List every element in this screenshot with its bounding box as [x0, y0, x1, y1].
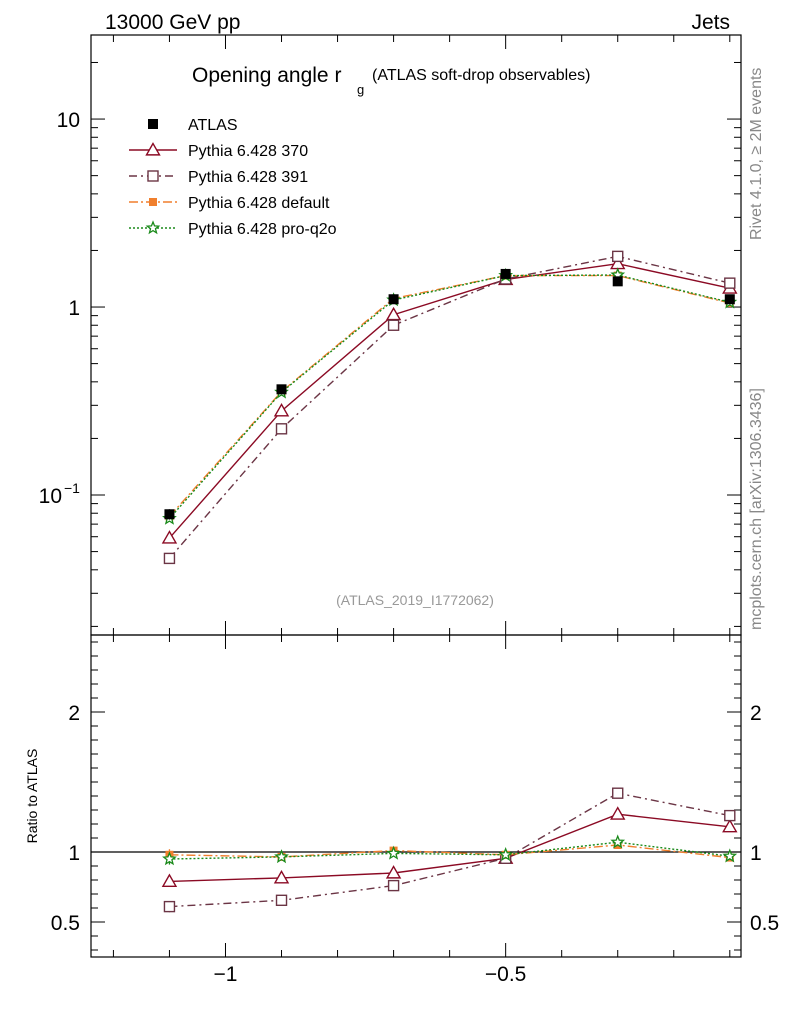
data-point	[276, 384, 287, 395]
series-point	[612, 250, 624, 263]
ratio-series-1	[163, 787, 736, 913]
legend-item: Pythia 6.428 391	[129, 169, 308, 186]
ratio-y-tick-label-right: 1	[750, 842, 762, 865]
x-tick-label: −1	[214, 963, 238, 986]
series-2	[165, 271, 734, 521]
legend-marker	[145, 142, 161, 156]
ratio-line	[169, 813, 730, 883]
data-point	[724, 294, 735, 305]
legend-marker	[145, 220, 161, 235]
legend-label: ATLAS	[188, 117, 238, 134]
ratio-line	[169, 792, 730, 908]
process-label: Jets	[691, 11, 730, 34]
ratio-point	[387, 879, 400, 892]
series-point	[161, 530, 178, 544]
title-subtitle: (ATLAS soft-drop observables)	[372, 67, 590, 84]
ratio-point	[612, 787, 624, 799]
ratio-point	[161, 873, 178, 887]
analysis-label: (ATLAS_2019_I1772062)	[336, 592, 494, 608]
series-3	[162, 267, 738, 525]
y-tick-label: 10	[57, 109, 80, 132]
ratio-point	[386, 845, 401, 860]
ratio-series	[161, 787, 738, 913]
legend: ATLAS Pythia 6.428 370 Pythia 6.428 391 Pyt…	[129, 117, 337, 238]
legend-label: Pythia 6.428 391	[188, 169, 308, 186]
series-line	[168, 274, 730, 517]
ratio-point	[722, 848, 738, 863]
ratio-line	[169, 844, 730, 859]
ratio-point	[498, 847, 514, 862]
legend-marker	[148, 119, 158, 129]
main-series	[161, 250, 738, 565]
series-point	[724, 277, 736, 289]
data-point	[500, 268, 511, 279]
ratio-point	[163, 900, 176, 913]
ratio-axis-label: Ratio to ATLAS	[24, 749, 40, 844]
y-tick-exponent: −1	[64, 480, 80, 496]
series-point	[387, 319, 400, 331]
legend-label: Pythia 6.428 370	[188, 143, 308, 160]
series-line	[168, 255, 730, 559]
data-series	[164, 268, 735, 520]
legend-marker	[147, 170, 159, 182]
ratio-point	[275, 894, 288, 906]
ratio-series-3	[162, 834, 738, 866]
ratio-point	[162, 851, 177, 866]
legend-label: Pythia 6.428 default	[188, 195, 330, 212]
series-point	[273, 403, 290, 417]
legend-item: ATLAS	[148, 117, 238, 134]
series-point	[275, 423, 288, 435]
legend-label: Pythia 6.428 pro-q2o	[188, 221, 337, 238]
series-line	[168, 262, 730, 539]
plot-title: Opening angle r g (ATLAS soft-drop obser…	[192, 64, 590, 97]
legend-item: Pythia 6.428 pro-q2o	[129, 220, 337, 238]
series-1	[163, 250, 736, 565]
y-tick-label: 1	[68, 297, 80, 320]
ratio-point	[610, 834, 626, 849]
ratio-plot-frame	[90, 634, 742, 958]
ratio-y-tick-label: 2	[68, 702, 80, 725]
legend-item: Pythia 6.428 370	[129, 142, 308, 160]
ratio-y-tick-label-right: 0.5	[750, 912, 779, 935]
x-tick-label: −0.5	[485, 963, 526, 986]
ratio-y-tick-label: 1	[68, 842, 80, 865]
series-0	[161, 255, 738, 544]
data-point	[164, 509, 175, 520]
source-label: mcplots.cern.ch [arXiv:1306.3436]	[748, 388, 765, 630]
ratio-point	[274, 849, 289, 864]
energy-label: 13000 GeV pp	[105, 11, 240, 34]
ratio-y-tick-label: 0.5	[51, 912, 80, 935]
series-line	[168, 274, 730, 519]
ratio-point	[724, 809, 736, 822]
ratio-point	[610, 806, 626, 820]
legend-marker	[149, 198, 157, 206]
data-point	[612, 276, 623, 287]
ratio-y-tick-label-right: 2	[750, 702, 762, 725]
y-tick-label: 10	[39, 485, 62, 508]
rivet-label: Rivet 4.1.0, ≥ 2M events	[748, 68, 765, 240]
title-subscript: g	[357, 82, 364, 97]
ratio-point	[722, 818, 738, 833]
series-point	[163, 552, 176, 565]
ratio-series-0	[161, 806, 738, 887]
data-point	[388, 294, 399, 305]
title-text: Opening angle r	[192, 64, 341, 87]
legend-item: Pythia 6.428 default	[129, 195, 330, 212]
ratio-point	[273, 869, 290, 884]
ratio-line	[169, 841, 730, 860]
ratio-point	[385, 865, 402, 879]
